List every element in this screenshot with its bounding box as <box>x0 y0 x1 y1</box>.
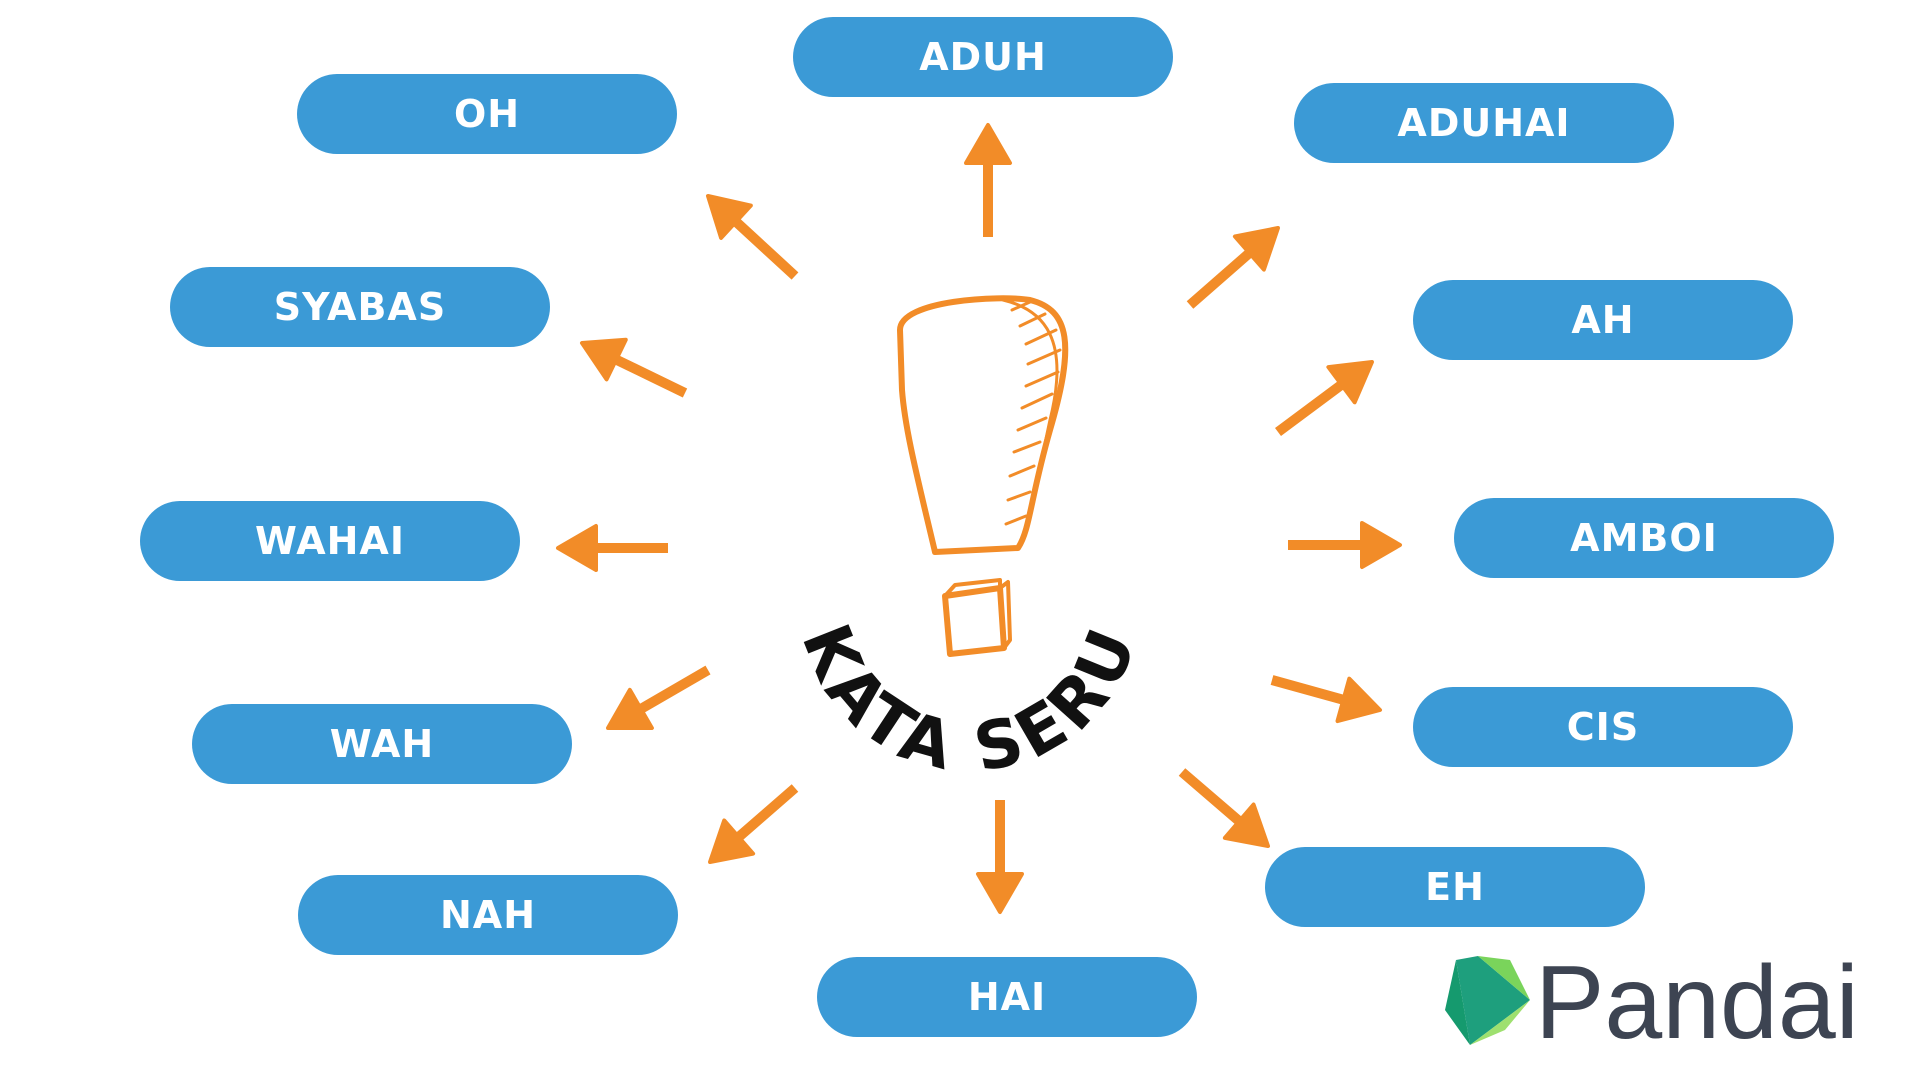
arrow-6 <box>1178 768 1270 848</box>
arrow-head <box>1335 676 1382 724</box>
pill-label: AH <box>1571 298 1634 342</box>
pill-label: EH <box>1425 865 1485 909</box>
pill-label: WAH <box>330 722 434 766</box>
arrow-head <box>580 337 628 382</box>
pill-eh: EH <box>1265 847 1645 927</box>
arrow-head <box>1360 521 1402 569</box>
arrow-shaft <box>638 665 711 714</box>
arrow-shaft <box>1186 249 1253 309</box>
center-label-text: KATA SERU <box>787 613 1148 787</box>
pandai-logo-icon <box>1445 956 1530 1045</box>
pill-background <box>297 74 677 154</box>
brand-name: Pandai <box>1535 945 1859 1061</box>
arrow-11 <box>580 337 688 398</box>
pill-background <box>192 704 572 784</box>
pill-label: HAI <box>968 975 1046 1019</box>
pill-cis: CIS <box>1413 687 1793 767</box>
arrow-head <box>556 524 598 572</box>
pill-label: AMBOI <box>1570 516 1718 560</box>
pill-background <box>170 267 550 347</box>
arrow-head <box>964 123 1012 165</box>
arrow-shaft <box>1178 768 1243 826</box>
pill-amboi: AMBOI <box>1454 498 1834 578</box>
arrow-4 <box>1288 521 1402 569</box>
pill-background <box>1454 498 1834 578</box>
arrow-head <box>708 818 756 864</box>
arrow-9 <box>606 665 711 730</box>
arrow-head <box>1232 226 1280 272</box>
arrow-head <box>1222 802 1270 848</box>
pill-label: ADUH <box>919 35 1047 79</box>
arrow-shaft <box>732 218 799 280</box>
pill-background <box>817 957 1197 1037</box>
arrow-8 <box>708 784 799 864</box>
pill-background <box>1265 847 1645 927</box>
pill-syabas: SYABAS <box>170 267 550 347</box>
pill-hai: HAI <box>817 957 1197 1037</box>
arrow-shaft <box>1270 675 1345 705</box>
pill-background <box>298 875 678 955</box>
arrows <box>556 123 1402 914</box>
pill-background <box>793 17 1173 97</box>
pill-wah: WAH <box>192 704 572 784</box>
arrow-head <box>706 194 753 240</box>
arrow-1 <box>964 123 1012 237</box>
pill-label: CIS <box>1567 705 1639 749</box>
pill-label: ADUHAI <box>1397 101 1570 145</box>
arrow-5 <box>1270 675 1382 724</box>
pill-background <box>1294 83 1674 163</box>
arrow-12 <box>706 194 799 280</box>
center-label: KATA SERU <box>787 613 1154 787</box>
pill-nah: NAH <box>298 875 678 955</box>
arrow-head <box>976 872 1024 914</box>
pill-background <box>1413 280 1793 360</box>
exclamation-mark-icon <box>897 295 1069 657</box>
pill-aduhai: ADUHAI <box>1294 83 1674 163</box>
arrow-head <box>1326 360 1374 405</box>
arrow-7 <box>976 800 1024 914</box>
pill-background <box>140 501 520 581</box>
arrow-shaft <box>614 355 688 398</box>
pill-label: WAHAI <box>255 519 405 563</box>
pill-aduh: ADUH <box>793 17 1173 97</box>
pill-label: SYABAS <box>274 285 446 329</box>
pill-background <box>1413 687 1793 767</box>
arrow-shaft <box>735 784 799 841</box>
pill-oh: OH <box>297 74 677 154</box>
arrow-10 <box>556 524 668 572</box>
arrow-3 <box>1275 360 1374 437</box>
arrow-head <box>606 687 654 730</box>
arrow-shaft <box>1275 380 1345 437</box>
pill-label: OH <box>454 92 520 136</box>
pill-label: NAH <box>440 893 536 937</box>
arrow-2 <box>1186 226 1280 309</box>
pill-wahai: WAHAI <box>140 501 520 581</box>
pill-ah: AH <box>1413 280 1793 360</box>
pills: ADUH ADUHAI AH AMBOI CIS EH HAI NAH WAH WAHAI SYAB… <box>140 17 1834 1037</box>
brand-logo: Pandai <box>1445 945 1859 1061</box>
